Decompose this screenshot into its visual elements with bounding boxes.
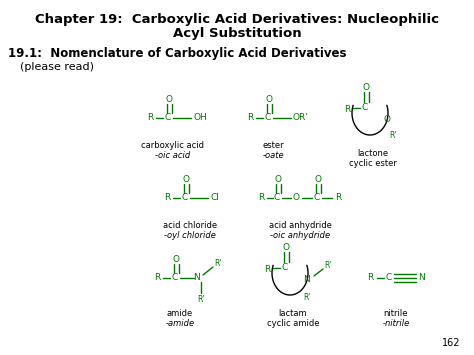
Text: Acyl Substitution: Acyl Substitution <box>173 27 301 40</box>
Text: -nitrile: -nitrile <box>383 318 410 328</box>
Text: R': R' <box>197 295 205 304</box>
Text: R: R <box>147 114 153 122</box>
Text: ester: ester <box>262 142 284 151</box>
Text: R': R' <box>324 262 332 271</box>
Text: C: C <box>386 273 392 283</box>
Text: acid chloride: acid chloride <box>163 222 217 230</box>
Text: N: N <box>193 273 201 283</box>
Text: 162: 162 <box>441 338 460 348</box>
Text: R: R <box>258 193 264 202</box>
Text: C: C <box>265 114 271 122</box>
Text: O: O <box>173 256 180 264</box>
Text: -oyl chloride: -oyl chloride <box>164 231 216 240</box>
Text: R: R <box>367 273 373 283</box>
Text: O: O <box>363 83 370 93</box>
Text: lactone: lactone <box>357 148 389 158</box>
Text: Chapter 19:  Carboxylic Acid Derivatives: Nucleophilic: Chapter 19: Carboxylic Acid Derivatives:… <box>35 13 439 26</box>
Text: R': R' <box>389 131 397 141</box>
Text: -oate: -oate <box>262 152 284 160</box>
Text: R: R <box>335 193 341 202</box>
Text: carboxylic acid: carboxylic acid <box>142 142 204 151</box>
Text: N: N <box>419 273 425 283</box>
Text: C: C <box>362 104 368 113</box>
Text: R: R <box>154 273 160 283</box>
Text: C: C <box>314 193 320 202</box>
Text: O: O <box>283 244 290 252</box>
Text: R': R' <box>214 260 222 268</box>
Text: amide: amide <box>167 308 193 317</box>
Text: cyclic ester: cyclic ester <box>349 158 397 168</box>
Text: O: O <box>275 175 282 185</box>
Text: C: C <box>274 193 280 202</box>
Text: O: O <box>166 95 173 104</box>
Text: -oic anhydride: -oic anhydride <box>270 231 330 240</box>
Text: R: R <box>247 114 253 122</box>
Text: O: O <box>183 175 190 185</box>
Text: C: C <box>172 273 178 283</box>
Text: acid anhydride: acid anhydride <box>269 222 331 230</box>
Text: C: C <box>282 263 288 273</box>
Text: nitrile: nitrile <box>384 308 408 317</box>
Text: C: C <box>165 114 171 122</box>
Text: OR': OR' <box>292 114 308 122</box>
Text: N: N <box>304 275 310 284</box>
Text: C: C <box>182 193 188 202</box>
Text: O: O <box>315 175 322 185</box>
Text: Cl: Cl <box>210 193 219 202</box>
Text: O: O <box>383 115 391 125</box>
Text: R': R' <box>303 294 311 302</box>
Text: lactam: lactam <box>279 308 307 317</box>
Text: -amide: -amide <box>165 318 194 328</box>
Text: R: R <box>164 193 170 202</box>
Text: OH: OH <box>193 114 207 122</box>
Text: R: R <box>264 266 270 274</box>
Text: O: O <box>292 193 300 202</box>
Text: R: R <box>344 105 350 115</box>
Text: 19.1:  Nomenclature of Carboxylic Acid Derivatives: 19.1: Nomenclature of Carboxylic Acid De… <box>8 47 346 60</box>
Text: O: O <box>266 95 273 104</box>
Text: cyclic amide: cyclic amide <box>267 318 319 328</box>
Text: -oic acid: -oic acid <box>155 152 191 160</box>
Text: (please read): (please read) <box>20 62 94 72</box>
